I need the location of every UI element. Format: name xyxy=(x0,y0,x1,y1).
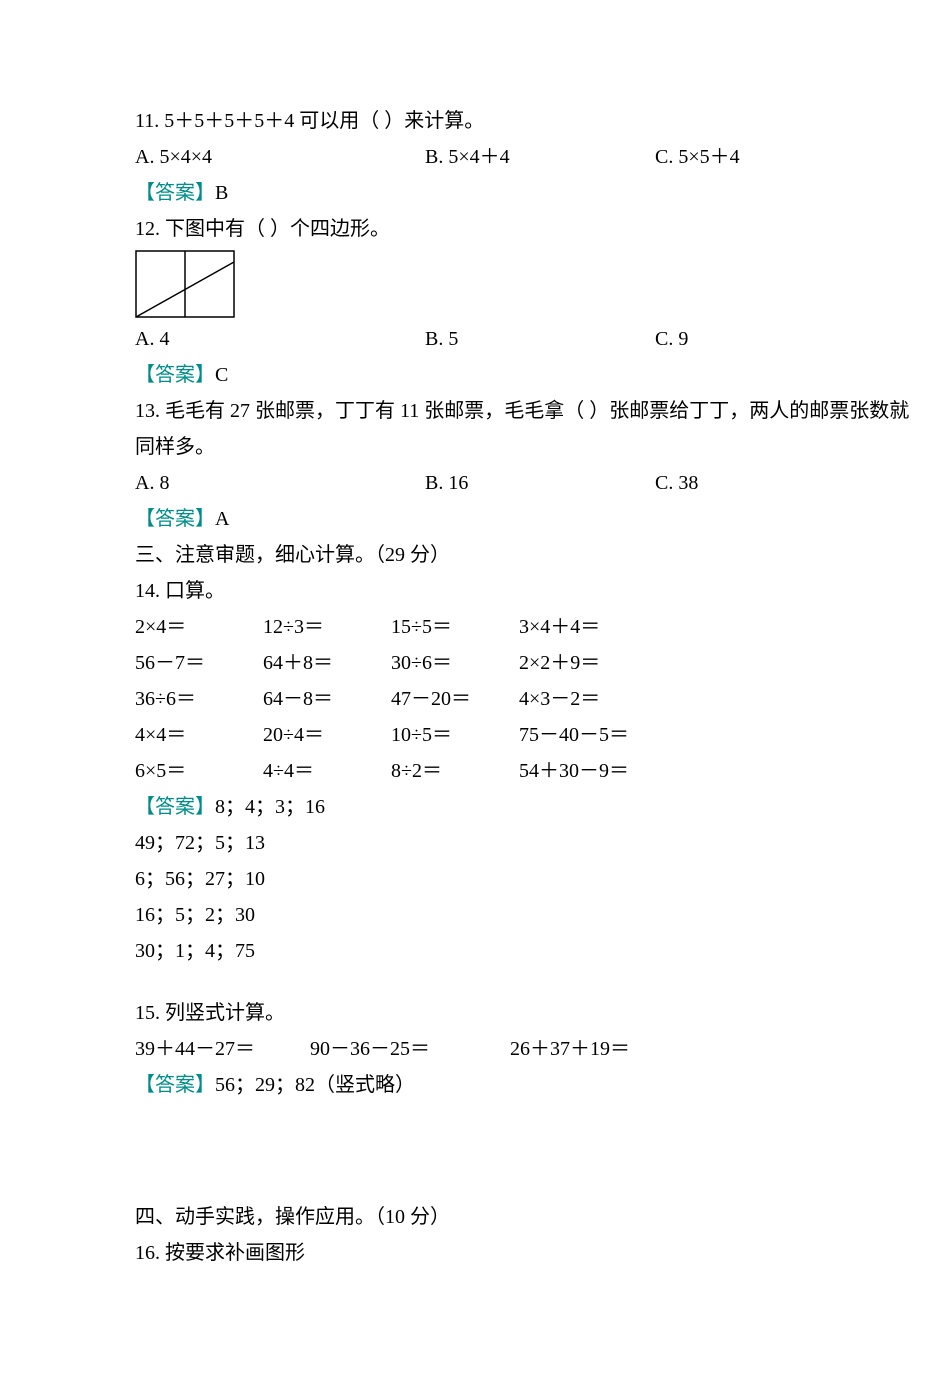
q11-choice-c: C. 5×5＋4 xyxy=(655,142,740,172)
q14-stem: 14. 口算。 xyxy=(135,576,950,606)
section3-title: 三、注意审题，细心计算。（29 分） xyxy=(135,540,950,570)
answer-label: 【答案】 xyxy=(135,364,215,386)
q13-choices: A. 8 B. 16 C. 38 xyxy=(135,468,950,498)
q15-problem-c: 26＋37＋19＝ xyxy=(510,1034,630,1064)
q14-cell: 4×3－2＝ xyxy=(519,684,600,714)
q13-choice-c: C. 38 xyxy=(655,468,698,498)
q12-figure xyxy=(135,250,235,318)
q14-ans-0: 8；4；3；16 xyxy=(215,796,325,818)
q14-cell: 56－7＝ xyxy=(135,648,263,678)
answer-label: 【答案】 xyxy=(135,182,215,204)
q14-cell: 20÷4＝ xyxy=(263,720,391,750)
q14-answer-line-4: 30；1；4；75 xyxy=(135,936,950,966)
q14-cell: 6×5＝ xyxy=(135,756,263,786)
q12-answer: 【答案】C xyxy=(135,360,950,390)
q14-cell: 15÷5＝ xyxy=(391,612,519,642)
q13-choice-b: B. 16 xyxy=(425,468,655,498)
q11-choices: A. 5×4×4 B. 5×4＋4 C. 5×5＋4 xyxy=(135,142,950,172)
q11-stem: 11. 5＋5＋5＋5＋4 可以用（ ）来计算。 xyxy=(135,106,950,136)
q15-answer: 【答案】56；29；82（竖式略） xyxy=(135,1070,950,1100)
q13-answer-value: A xyxy=(215,508,229,530)
q14-cell: 30÷6＝ xyxy=(391,648,519,678)
q14-row-4: 6×5＝ 4÷4＝ 8÷2＝ 54＋30－9＝ xyxy=(135,756,950,786)
q16-stem: 16. 按要求补画图形 xyxy=(135,1238,950,1268)
q14-cell: 10÷5＝ xyxy=(391,720,519,750)
q14-cell: 64－8＝ xyxy=(263,684,391,714)
q12-stem: 12. 下图中有（ ）个四边形。 xyxy=(135,214,950,244)
q14-answer-line-2: 6；56；27；10 xyxy=(135,864,950,894)
q13-stem-line2: 同样多。 xyxy=(135,432,950,462)
q12-choice-c: C. 9 xyxy=(655,324,688,354)
section4-title: 四、动手实践，操作应用。（10 分） xyxy=(135,1202,950,1232)
answer-label: 【答案】 xyxy=(135,1074,215,1096)
q14-cell: 64＋8＝ xyxy=(263,648,391,678)
q14-answer-line-1: 49；72；5；13 xyxy=(135,828,950,858)
answer-label: 【答案】 xyxy=(135,796,215,818)
q14-cell: 36÷6＝ xyxy=(135,684,263,714)
q14-cell: 2×2＋9＝ xyxy=(519,648,600,678)
q14-row-0: 2×4＝ 12÷3＝ 15÷5＝ 3×4＋4＝ xyxy=(135,612,950,642)
q12-answer-value: C xyxy=(215,364,228,386)
q12-choice-b: B. 5 xyxy=(425,324,655,354)
q15-stem: 15. 列竖式计算。 xyxy=(135,998,950,1028)
q14-cell: 4×4＝ xyxy=(135,720,263,750)
q14-row-1: 56－7＝ 64＋8＝ 30÷6＝ 2×2＋9＝ xyxy=(135,648,950,678)
q15-answer-value: 56；29；82（竖式略） xyxy=(215,1074,415,1096)
q13-choice-a: A. 8 xyxy=(135,468,425,498)
q14-cell: 4÷4＝ xyxy=(263,756,391,786)
q13-answer: 【答案】A xyxy=(135,504,950,534)
q15-problem-b: 90－36－25＝ xyxy=(310,1034,510,1064)
q14-answer-line-0: 【答案】8；4；3；16 xyxy=(135,792,950,822)
q14-cell: 47－20＝ xyxy=(391,684,519,714)
q14-cell: 75－40－5＝ xyxy=(519,720,629,750)
answer-label: 【答案】 xyxy=(135,508,215,530)
q11-choice-a: A. 5×4×4 xyxy=(135,142,425,172)
q11-answer-value: B xyxy=(215,182,228,204)
q14-cell: 12÷3＝ xyxy=(263,612,391,642)
q14-row-2: 36÷6＝ 64－8＝ 47－20＝ 4×3－2＝ xyxy=(135,684,950,714)
q14-row-3: 4×4＝ 20÷4＝ 10÷5＝ 75－40－5＝ xyxy=(135,720,950,750)
q15-problems: 39＋44－27＝ 90－36－25＝ 26＋37＋19＝ xyxy=(135,1034,950,1064)
q12-choice-a: A. 4 xyxy=(135,324,425,354)
q14-cell: 54＋30－9＝ xyxy=(519,756,629,786)
q11-answer: 【答案】B xyxy=(135,178,950,208)
q12-choices: A. 4 B. 5 C. 9 xyxy=(135,324,950,354)
q15-problem-a: 39＋44－27＝ xyxy=(135,1034,310,1064)
q14-answer-line-3: 16；5；2；30 xyxy=(135,900,950,930)
q14-cell: 3×4＋4＝ xyxy=(519,612,600,642)
q13-stem-line1: 13. 毛毛有 27 张邮票，丁丁有 11 张邮票，毛毛拿（ ）张邮票给丁丁，两… xyxy=(135,396,950,426)
q11-choice-b: B. 5×4＋4 xyxy=(425,142,655,172)
q14-cell: 2×4＝ xyxy=(135,612,263,642)
q14-cell: 8÷2＝ xyxy=(391,756,519,786)
